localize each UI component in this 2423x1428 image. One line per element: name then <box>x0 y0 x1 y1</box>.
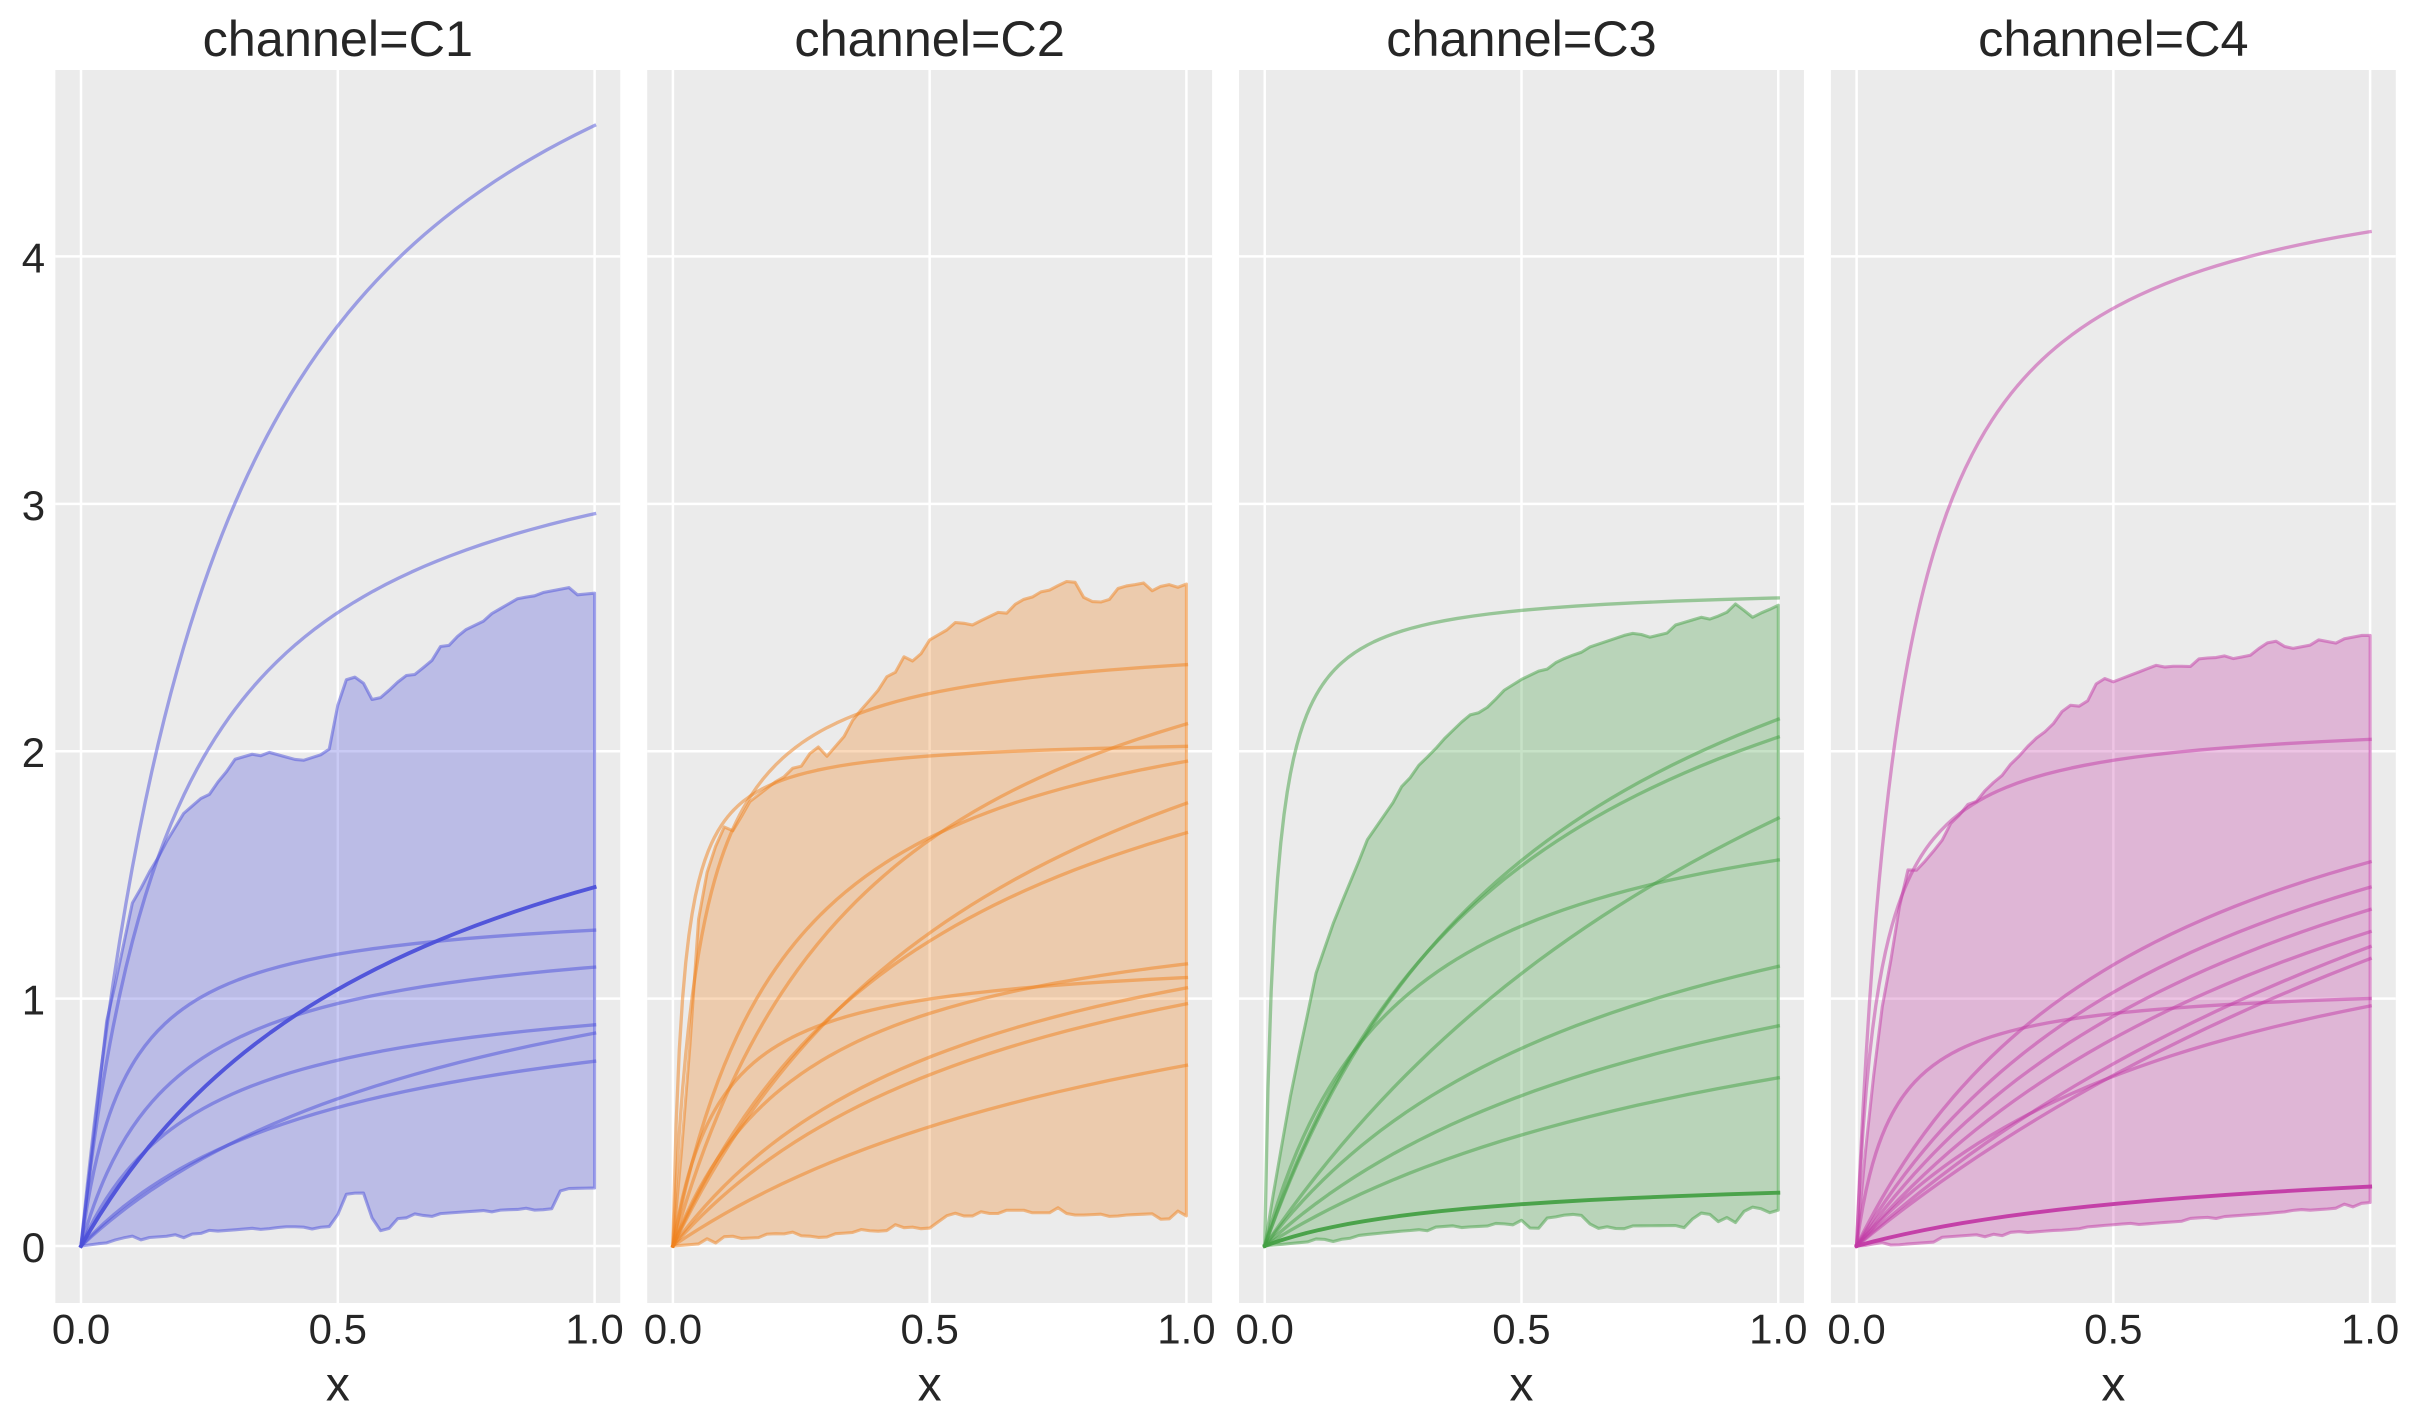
svg-text:channel=C1: channel=C1 <box>203 10 473 67</box>
svg-text:channel=C3: channel=C3 <box>1386 10 1656 67</box>
svg-text:x: x <box>918 1358 942 1411</box>
svg-text:2: 2 <box>22 729 45 776</box>
svg-text:0.0: 0.0 <box>644 1306 702 1353</box>
svg-text:x: x <box>2101 1358 2125 1411</box>
svg-text:1.0: 1.0 <box>2341 1306 2399 1353</box>
svg-text:0.0: 0.0 <box>1236 1306 1294 1353</box>
svg-text:0.5: 0.5 <box>1492 1306 1550 1353</box>
svg-text:1: 1 <box>22 977 45 1024</box>
svg-text:0.0: 0.0 <box>1827 1306 1885 1353</box>
svg-text:channel=C2: channel=C2 <box>794 10 1064 67</box>
svg-text:0.5: 0.5 <box>2084 1306 2142 1353</box>
svg-text:x: x <box>1510 1358 1534 1411</box>
svg-text:1.0: 1.0 <box>1157 1306 1215 1353</box>
svg-text:0: 0 <box>22 1224 45 1271</box>
svg-text:4: 4 <box>22 234 45 281</box>
svg-text:3: 3 <box>22 482 45 529</box>
svg-text:0.5: 0.5 <box>309 1306 367 1353</box>
svg-text:1.0: 1.0 <box>565 1306 623 1353</box>
svg-text:0.5: 0.5 <box>900 1306 958 1353</box>
svg-text:x: x <box>326 1358 350 1411</box>
svg-text:0.0: 0.0 <box>52 1306 110 1353</box>
svg-text:channel=C4: channel=C4 <box>1978 10 2248 67</box>
svg-text:1.0: 1.0 <box>1749 1306 1807 1353</box>
